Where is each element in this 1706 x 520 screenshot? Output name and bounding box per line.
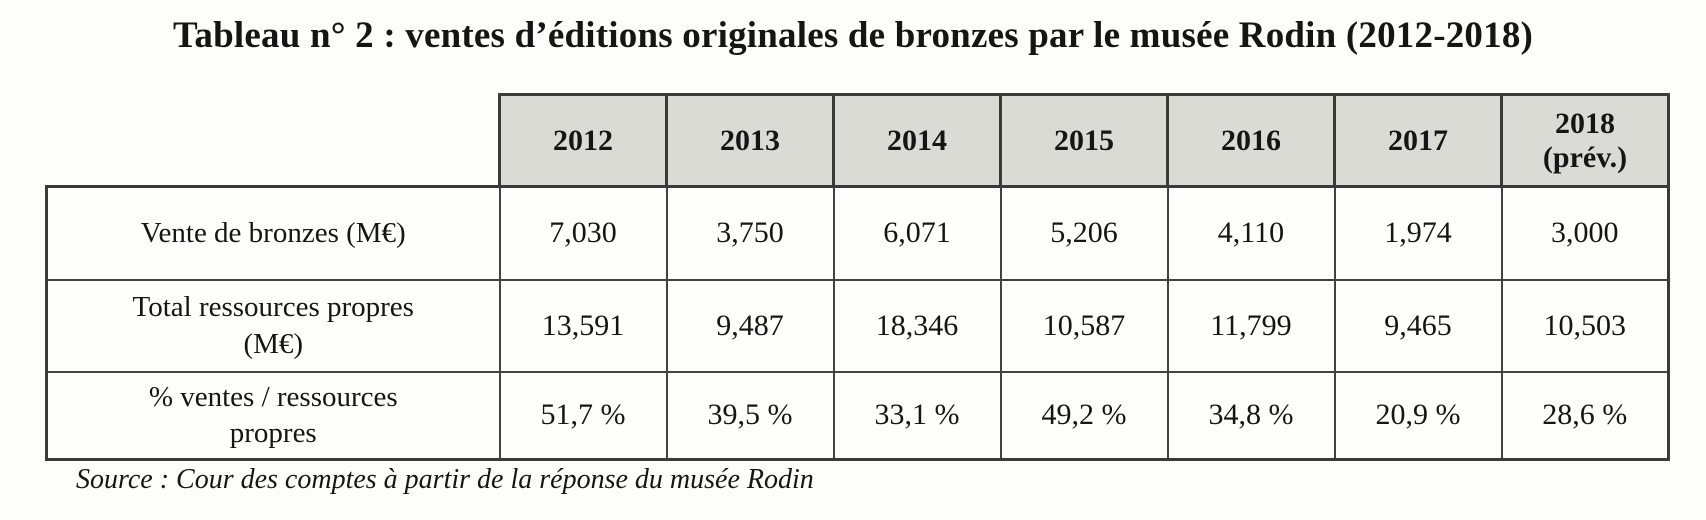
header-cell-2018: 2018 (prév.)	[1500, 93, 1670, 188]
value-cell: 4,110	[1166, 185, 1336, 281]
value-cell: 9,487	[665, 278, 835, 373]
row-label-ventes-bronzes: Vente de bronzes (M€)	[45, 185, 501, 281]
value-cell: 7,030	[498, 185, 668, 281]
table-row-ventes-bronzes: Vente de bronzes (M€) 7,030 3,750 6,071 …	[45, 185, 1670, 281]
value-cell: 10,503	[1500, 278, 1670, 373]
value-cell: 11,799	[1166, 278, 1336, 373]
header-stub-cell	[47, 95, 500, 187]
value-cell: 51,7 %	[498, 370, 668, 461]
value-cell: 33,1 %	[832, 370, 1002, 461]
value-cell: 1,974	[1333, 185, 1503, 281]
value-cell: 6,071	[832, 185, 1002, 281]
data-table: 2012 2013 2014 2015 2016 2017 2018 (prév…	[45, 93, 1670, 461]
value-cell: 3,750	[665, 185, 835, 281]
header-cell-2017: 2017	[1333, 93, 1503, 188]
value-cell: 49,2 %	[999, 370, 1169, 461]
source-note: Source : Cour des comptes à partir de la…	[76, 464, 814, 495]
table-row-pct-ventes: % ventes / ressources propres 51,7 % 39,…	[45, 370, 1670, 461]
value-cell: 39,5 %	[665, 370, 835, 461]
table-row-total-ressources: Total ressources propres (M€) 13,591 9,4…	[45, 278, 1670, 373]
value-cell: 9,465	[1333, 278, 1503, 373]
value-cell: 28,6 %	[1500, 370, 1670, 461]
value-cell: 13,591	[498, 278, 668, 373]
header-row: 2012 2013 2014 2015 2016 2017 2018 (prév…	[47, 93, 1670, 188]
row-label-total-ressources: Total ressources propres (M€)	[45, 278, 501, 373]
header-cell-2013: 2013	[665, 93, 835, 188]
value-cell: 10,587	[999, 278, 1169, 373]
table-title: Tableau n° 2 : ventes d’éditions origina…	[172, 15, 1534, 56]
value-cell: 20,9 %	[1333, 370, 1503, 461]
header-cell-2015: 2015	[999, 93, 1169, 188]
header-cell-2016: 2016	[1166, 93, 1336, 188]
value-cell: 18,346	[832, 278, 1002, 373]
row-label-pct-ventes: % ventes / ressources propres	[45, 370, 501, 461]
header-cell-2014: 2014	[832, 93, 1002, 188]
value-cell: 34,8 %	[1166, 370, 1336, 461]
value-cell: 3,000	[1500, 185, 1670, 281]
header-cell-2012: 2012	[498, 93, 668, 188]
value-cell: 5,206	[999, 185, 1169, 281]
